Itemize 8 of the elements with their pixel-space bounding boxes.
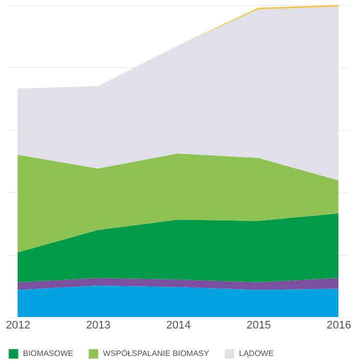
- x-tick-label: 2014: [166, 320, 191, 332]
- legend-label: BIOMASOWE: [23, 348, 74, 358]
- x-tick-label: 2015: [246, 320, 271, 332]
- legend-label: WSPÓŁSPALANIE BIOMASY: [103, 348, 210, 358]
- x-tick-label: 2016: [326, 320, 352, 332]
- x-tick-label: 2012: [6, 320, 30, 332]
- x-tick-label: 2013: [86, 320, 111, 332]
- legend-label: LĄDOWE: [239, 348, 274, 358]
